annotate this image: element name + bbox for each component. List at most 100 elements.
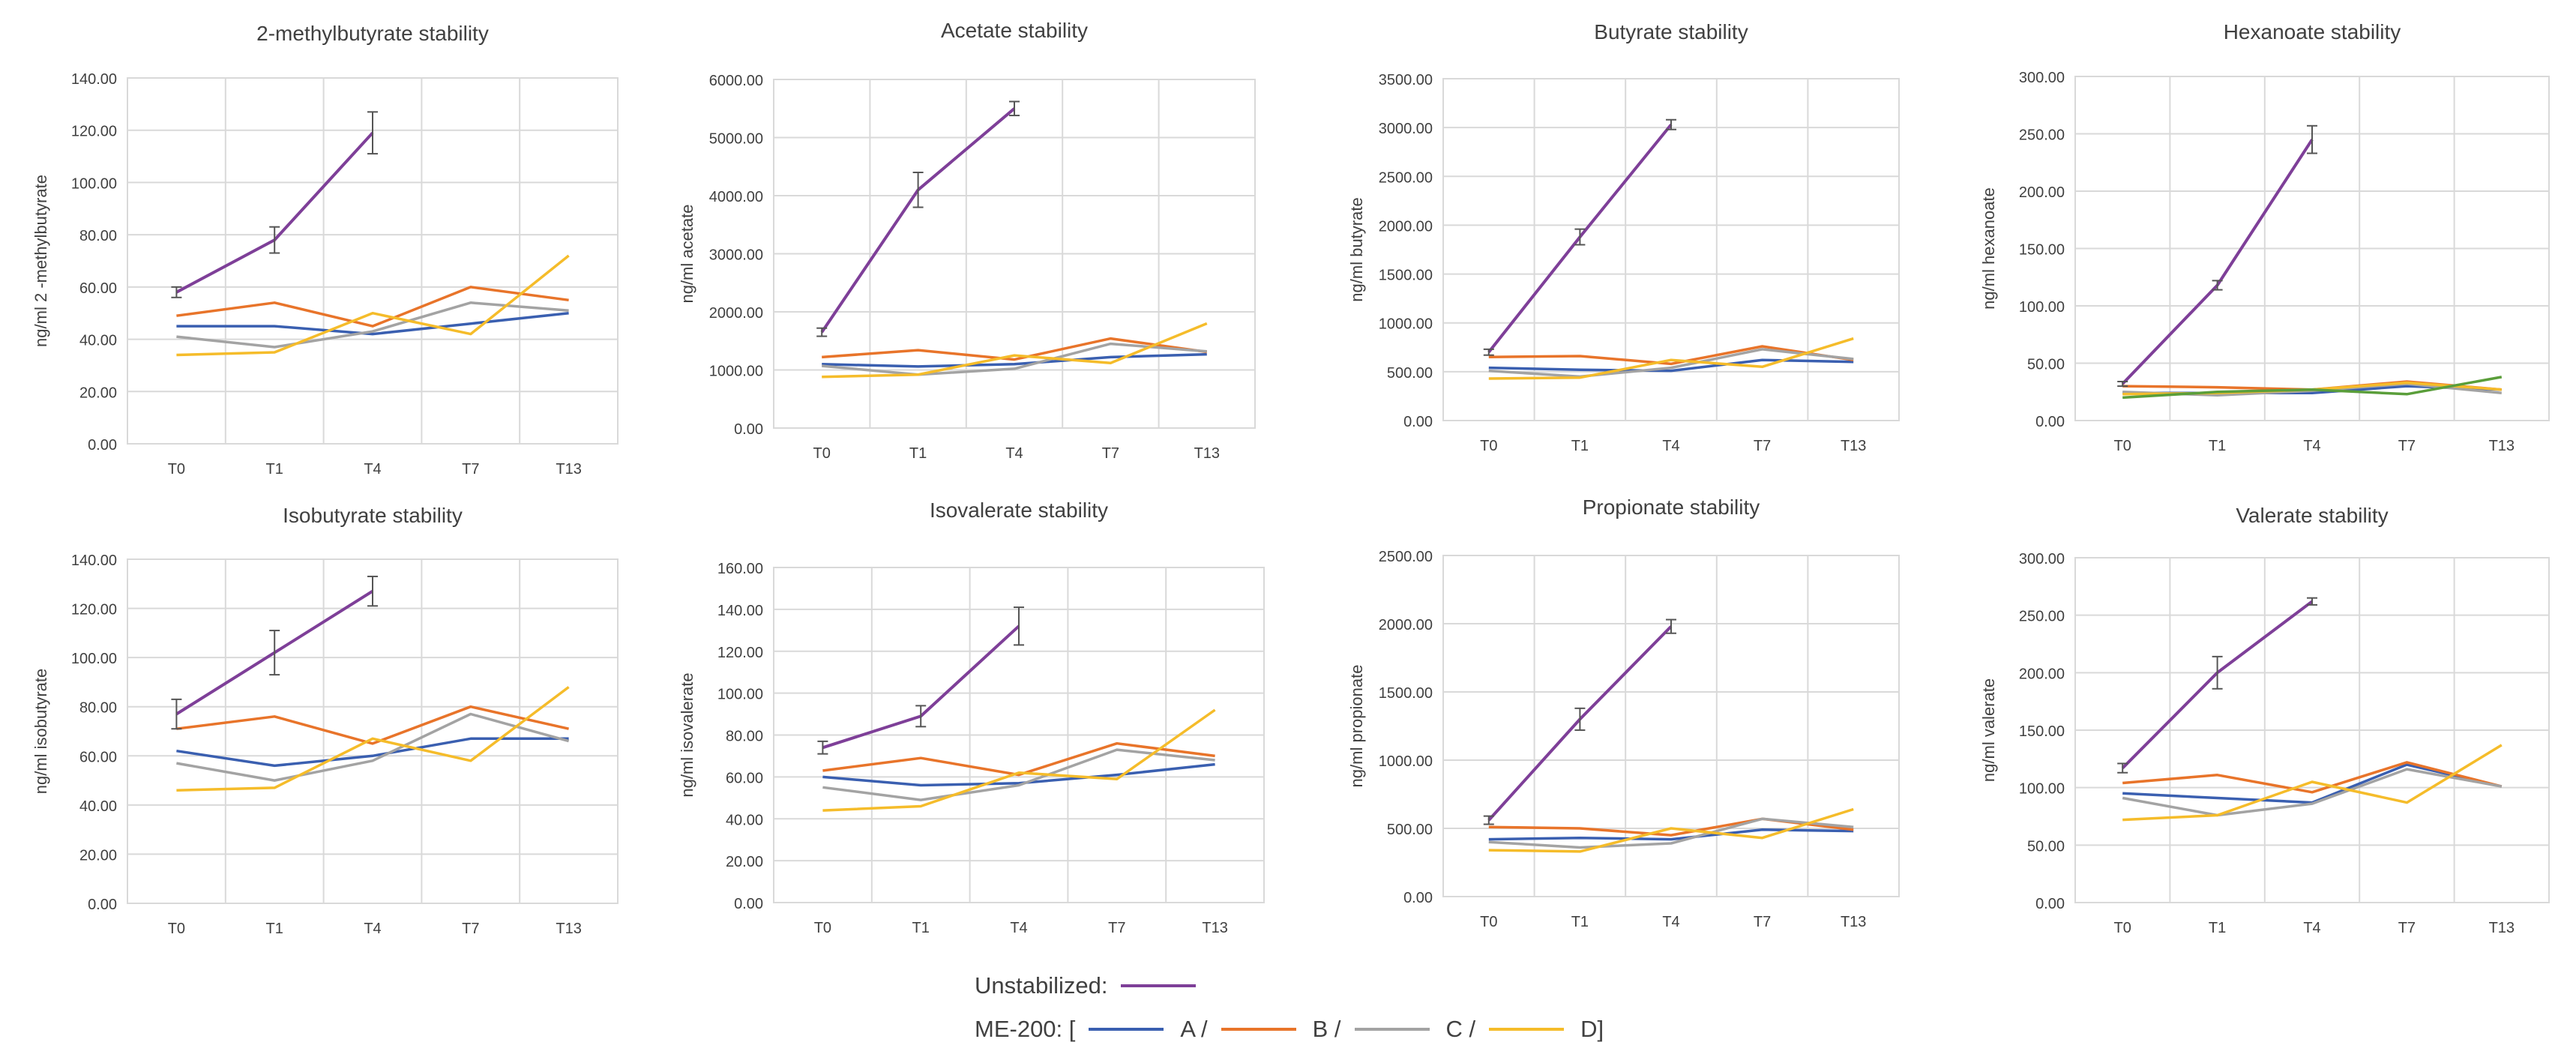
x-tick-label: T0 [813,445,831,462]
y-tick-label: 60.00 [79,280,117,297]
legend-d-label: D] [1580,1016,1604,1042]
series-line-C [822,748,1215,801]
series-line-A [176,311,569,336]
plot-frame [1442,555,1900,897]
legend: Unstabilized: ME-200: [ A / B / C / D] [975,967,1724,1057]
x-tick-label: T4 [2303,920,2320,936]
series-line-D [1488,337,1854,380]
y-tick-label: 150.00 [2019,723,2065,740]
x-tick-label: T1 [2209,438,2226,454]
y-tick-label: 2500.00 [1379,169,1433,186]
chart-1: 0.00 20.00 40.00 60.00 80.00 100.00 120.00 140.… [31,22,619,478]
y-tick-label: 5000.00 [709,131,763,148]
series-line-B [822,741,1215,777]
y-tick-label: 250.00 [2019,127,2065,144]
chart-7: 0.00 500.00 1000.00 1500.00 2000.00 2500.00 T0… [1347,496,1900,930]
legend-b-swatch [1221,1028,1296,1031]
series-line-unstabilized [822,624,1020,750]
y-tick-label: 300.00 [2019,551,2065,567]
x-tick-label: T13 [1202,920,1227,936]
y-tick-label: 120.00 [717,645,763,661]
series-line-C [176,301,569,349]
x-tick-label: T7 [462,461,479,478]
x-tick-label: T7 [1754,438,1771,454]
chart-title: Butyrate stability [1594,20,1748,43]
legend-c-swatch [1354,1028,1430,1031]
y-tick-label: 2000.00 [709,305,763,322]
y-tick-label: 140.00 [71,71,117,88]
series-line-unstabilized [175,131,374,294]
plot-frame [127,558,619,904]
y-tick-label: 20.00 [79,847,117,864]
x-tick-label: T13 [2489,920,2515,936]
y-tick-label: 160.00 [717,561,763,577]
x-tick-label: T4 [364,921,381,937]
series-line-D [822,708,1216,812]
y-tick-label: 500.00 [1387,365,1433,382]
series-line-C [822,342,1207,376]
y-tick-label: 0.00 [2035,896,2065,912]
y-tick-label: 40.00 [79,333,117,349]
y-tick-label: 20.00 [79,385,117,401]
y-tick-label: 0.00 [734,896,763,912]
y-tick-label: 500.00 [1387,822,1433,838]
y-tick-label: 200.00 [2019,666,2065,682]
y-tick-label: 1500.00 [1379,268,1433,284]
x-tick-label: T0 [1480,438,1497,454]
y-tick-label: 0.00 [88,897,117,913]
y-tick-label: 80.00 [79,700,117,717]
y-tick-label: 120.00 [71,602,117,618]
chart-title: 2-methylbutyrate stability [256,22,489,45]
y-tick-label: 100.00 [717,687,763,703]
x-tick-label: T7 [2398,920,2416,936]
x-tick-label: T1 [266,921,283,937]
series-line-A [1488,358,1854,373]
x-tick-label: T0 [1480,914,1497,930]
series-line-C [1488,348,1854,379]
y-tick-label: 100.00 [71,651,117,667]
y-tick-label: 6000.00 [709,73,763,89]
y-tick-label: 0.00 [1403,414,1433,430]
chart-title: Hexanoate stability [2224,20,2401,43]
legend-a-label: A / [1180,1016,1208,1042]
chart-5: 0.00 20.00 40.00 60.00 80.00 100.00 120.00 140.… [31,504,619,937]
chart-2: 0.00 1000.00 2000.00 3000.00 4000.00 5000.00 6… [678,19,1256,462]
y-tick-label: 2000.00 [1379,218,1433,235]
y-tick-label: 140.00 [71,552,117,569]
y-tick-label: 3500.00 [1379,72,1433,88]
series-line-A [176,737,569,768]
x-tick-label: T0 [168,461,185,478]
y-axis-label: ng/ml 2 -methylbutyrate [31,175,50,347]
y-tick-label: 80.00 [726,729,763,745]
series-line-A [822,762,1215,787]
y-tick-label: 100.00 [71,175,117,192]
x-tick-label: T1 [1571,438,1589,454]
y-tick-label: 3000.00 [1379,121,1433,137]
y-tick-label: 0.00 [734,421,763,438]
x-tick-label: T13 [556,921,581,937]
legend-row-unstabilized: Unstabilized: [975,967,1212,1005]
y-tick-label: 50.00 [2027,838,2065,855]
legend-c-label: C / [1445,1016,1476,1042]
y-axis-label: ng/ml propionate [1347,665,1366,788]
y-tick-label: 1000.00 [1379,316,1433,333]
legend-d-swatch [1489,1028,1565,1031]
x-tick-label: T1 [909,445,927,462]
series-line-D [176,686,570,792]
y-tick-label: 40.00 [79,798,117,815]
x-tick-label: T4 [1662,914,1679,930]
y-tick-label: 2000.00 [1379,617,1433,633]
chart-title: Isobutyrate stability [283,504,463,527]
x-tick-label: T4 [2303,438,2320,454]
x-tick-label: T13 [1841,438,1866,454]
y-tick-label: 3000.00 [709,247,763,264]
x-tick-label: T4 [1005,445,1023,462]
y-axis-label: ng/ml hexanoate [1979,187,1998,310]
x-tick-label: T13 [556,461,581,478]
chart-title: Propionate stability [1583,496,1760,519]
legend-unstabilized-swatch [1121,984,1197,987]
y-tick-label: 0.00 [2035,414,2065,430]
series-line-B [176,705,569,745]
series-line-B [2122,761,2503,794]
y-tick-label: 200.00 [2019,184,2065,201]
